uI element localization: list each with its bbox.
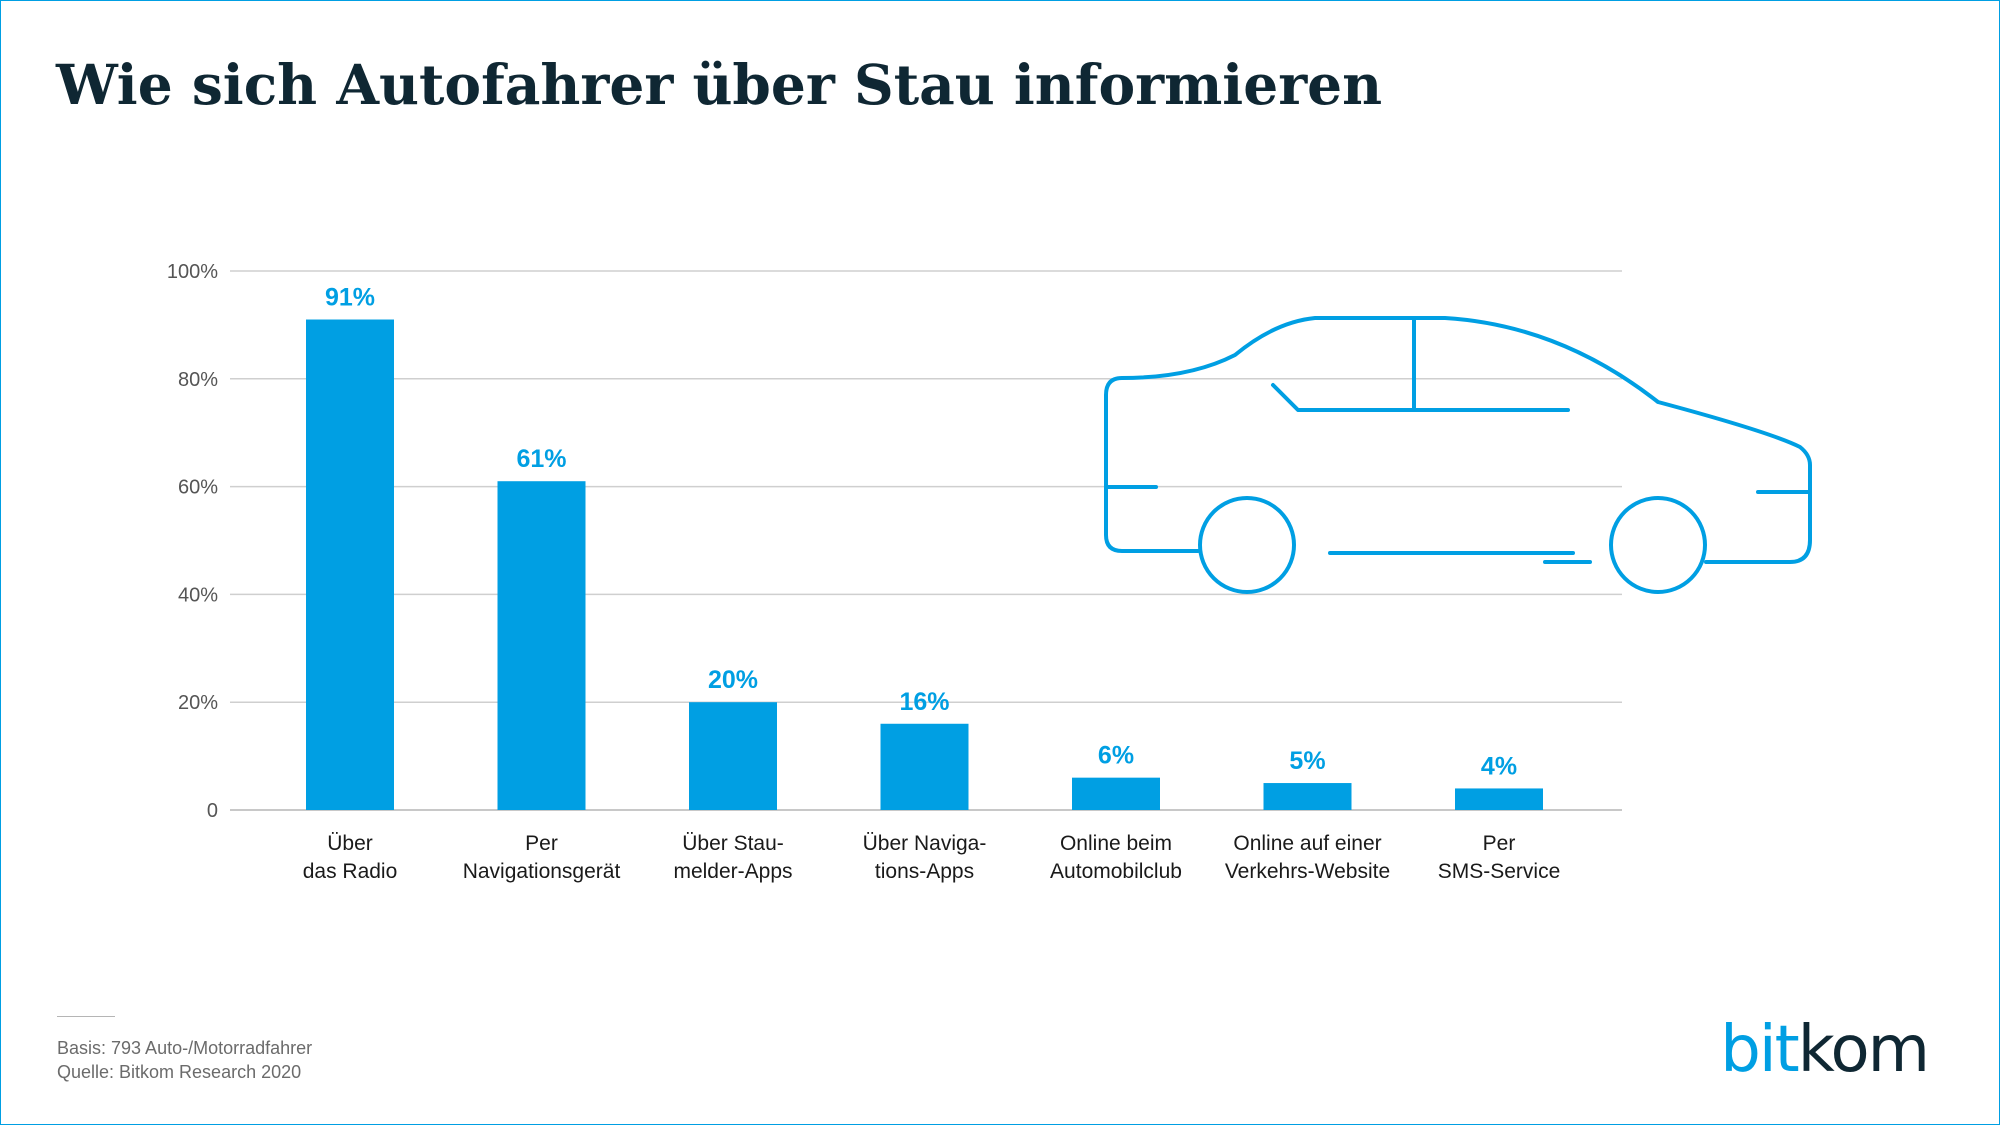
y-tick-label: 0 xyxy=(207,800,218,822)
logo-text-part2: kom xyxy=(1797,1013,1930,1087)
footnote-basis: Basis: 793 Auto-/Motorradfahrer xyxy=(57,1038,313,1058)
bar xyxy=(1263,783,1352,810)
bars xyxy=(306,319,1543,810)
y-tick-label: 20% xyxy=(178,692,218,714)
footnote-source: Quelle: Bitkom Research 2020 xyxy=(57,1062,302,1082)
bitkom-logo: bitkom xyxy=(1720,1018,1930,1082)
category-label: Über Naviga-tions-Apps xyxy=(863,832,987,883)
chart-title: Wie sich Autofahrer über Stau informiere… xyxy=(56,52,1383,117)
category-label: Online auf einer Verkehrs-Website xyxy=(1225,832,1390,883)
value-label: 6% xyxy=(1098,742,1134,770)
bar xyxy=(497,481,586,810)
y-tick-label: 80% xyxy=(178,369,218,391)
car-outline-icon xyxy=(1104,316,1812,594)
category-label: Per SMS-Service xyxy=(1438,832,1561,883)
category-label: Online beim Automobilclub xyxy=(1050,832,1182,883)
grid-lines xyxy=(230,270,1622,811)
bar xyxy=(306,319,394,810)
value-label: 20% xyxy=(708,666,758,694)
category-label: Per Navigationsgerät xyxy=(463,832,621,883)
bar xyxy=(1072,777,1160,810)
category-label: Über Stau-melder-Apps xyxy=(673,832,792,883)
y-axis-ticks: 0 20% 40% 60% 80% 100% xyxy=(167,261,218,822)
value-label: 61% xyxy=(516,445,566,473)
logo-text-part1: bit xyxy=(1720,1013,1799,1087)
value-labels: 91% 61% 20% 16% 6% 5% 4% xyxy=(325,284,1517,781)
bar xyxy=(689,702,777,810)
value-label: 16% xyxy=(899,688,949,716)
category-label: Über das Radio xyxy=(303,832,398,883)
bar xyxy=(880,723,969,810)
value-label: 91% xyxy=(325,284,375,312)
y-tick-label: 100% xyxy=(167,261,218,283)
category-labels: Über das Radio Per Navigationsgerät Über Sta… xyxy=(303,832,1561,883)
bar xyxy=(1455,788,1543,810)
footer-divider xyxy=(57,1016,115,1017)
value-label: 4% xyxy=(1481,752,1517,780)
y-tick-label: 40% xyxy=(178,584,218,606)
value-label: 5% xyxy=(1289,747,1325,775)
y-tick-label: 60% xyxy=(178,477,218,499)
